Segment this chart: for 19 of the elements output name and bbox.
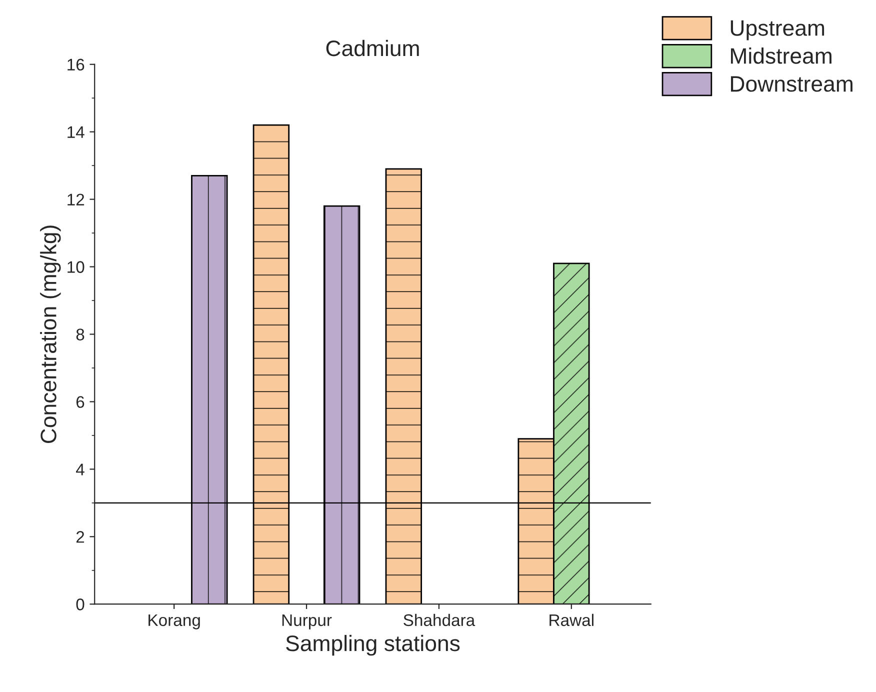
chart-title: Cadmium: [326, 40, 419, 56]
y-tick-label: 2: [76, 531, 84, 543]
y-tick-label: 16: [68, 58, 84, 71]
y-tick-label: 4: [76, 464, 84, 476]
legend-label: Midstream: [731, 48, 832, 64]
x-axis-title: Sampling stations: [286, 634, 460, 656]
legend-label: Upstream: [730, 20, 824, 40]
x-tick-label: Rawal: [550, 614, 594, 626]
x-tick-label: Shahdara: [404, 614, 476, 626]
x-tick-label: Korang: [148, 614, 200, 630]
y-tick-label: 10: [68, 261, 84, 273]
y-tick-label: 0: [76, 598, 84, 610]
x-tick-label: Nurpur: [282, 614, 332, 630]
y-tick-label: 8: [76, 328, 84, 340]
y-tick-label: 14: [68, 126, 84, 138]
y-axis-title: Concentration (mg/kg): [40, 226, 61, 444]
legend-label: Downstream: [731, 76, 852, 92]
y-tick-label: 12: [68, 194, 84, 206]
y-tick-label: 6: [76, 396, 84, 408]
